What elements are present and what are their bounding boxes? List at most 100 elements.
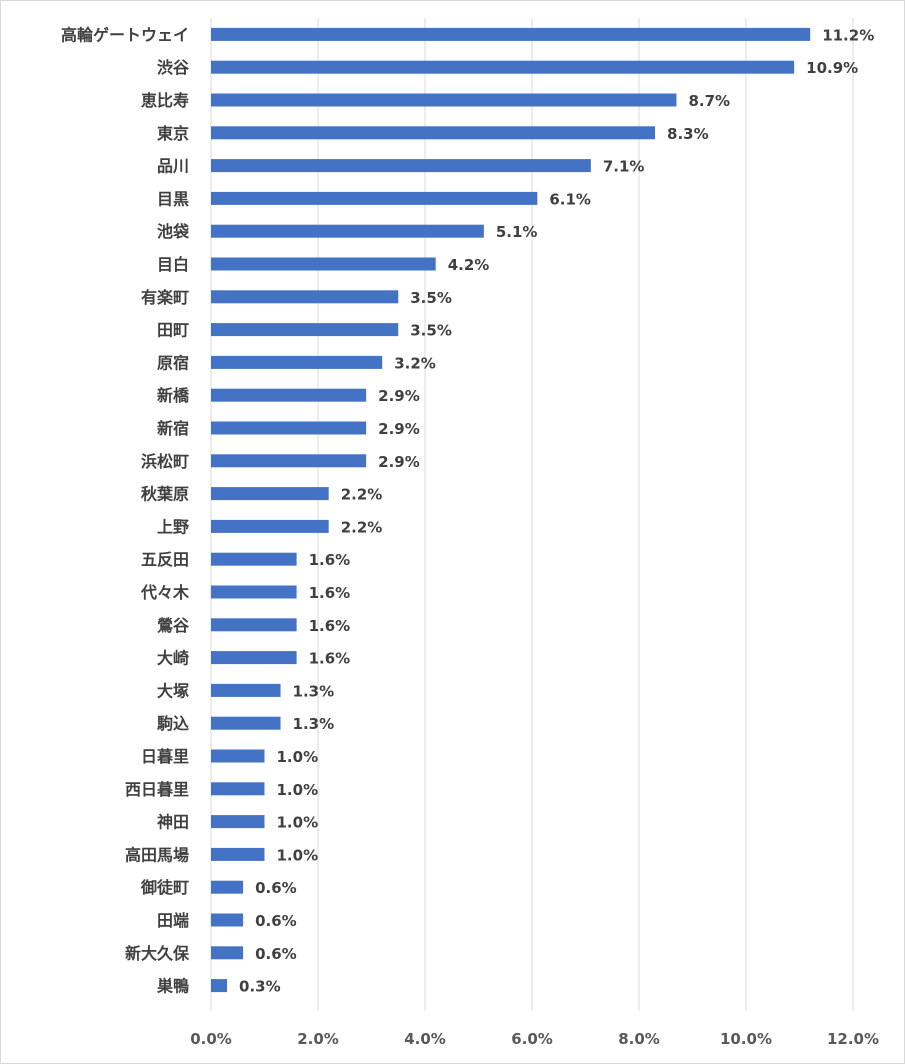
- data-label: 1.0%: [277, 814, 319, 832]
- data-label: 6.1%: [549, 190, 591, 208]
- data-label: 0.6%: [255, 879, 297, 897]
- x-tick-label: 2.0%: [297, 1030, 339, 1048]
- category-label: 西日暮里: [125, 780, 189, 799]
- category-label: 高輪ゲートウェイ: [61, 25, 189, 44]
- bar: [211, 880, 244, 894]
- data-label: 1.3%: [293, 682, 335, 700]
- category-label: 浜松町: [141, 452, 189, 471]
- bar: [211, 159, 591, 173]
- category-label: 代々木: [140, 583, 190, 602]
- bar: [211, 618, 297, 632]
- bar: [211, 913, 244, 927]
- category-label: 秋葉原: [141, 485, 189, 504]
- x-tick-label: 0.0%: [190, 1030, 232, 1048]
- category-label: 恵比寿: [141, 91, 189, 110]
- data-label: 11.2%: [822, 26, 874, 44]
- data-label: 8.7%: [688, 92, 730, 110]
- bar: [211, 60, 795, 74]
- data-label: 1.0%: [277, 781, 319, 799]
- bar: [211, 749, 265, 763]
- x-tick-label: 10.0%: [720, 1030, 772, 1048]
- data-label: 5.1%: [496, 223, 538, 241]
- bar: [211, 126, 656, 140]
- data-label: 0.6%: [255, 945, 297, 963]
- data-label: 1.0%: [277, 748, 319, 766]
- category-label: 原宿: [157, 353, 189, 372]
- data-label: 2.9%: [378, 453, 420, 471]
- data-label: 10.9%: [806, 59, 858, 77]
- x-tick-label: 8.0%: [618, 1030, 660, 1048]
- category-label: 目黒: [157, 189, 189, 208]
- category-label: 御徒町: [140, 878, 189, 897]
- data-label: 2.9%: [378, 420, 420, 438]
- data-label: 1.6%: [309, 617, 351, 635]
- bar: [211, 454, 367, 468]
- data-label: 0.6%: [255, 912, 297, 930]
- category-label: 東京: [157, 124, 189, 143]
- bar: [211, 946, 244, 960]
- bar: [211, 355, 383, 369]
- bar: [211, 716, 281, 730]
- bar: [211, 191, 538, 205]
- bar: [211, 421, 367, 435]
- data-label: 2.2%: [341, 518, 383, 536]
- data-label: 1.6%: [309, 584, 351, 602]
- category-label: 新橋: [157, 386, 190, 405]
- x-tick-label: 6.0%: [511, 1030, 553, 1048]
- data-label: 3.5%: [410, 289, 452, 307]
- data-label: 4.2%: [448, 256, 490, 274]
- data-label: 2.9%: [378, 387, 420, 405]
- bar: [211, 27, 811, 41]
- data-labels: 11.2% 10.9% 8.7% 8.3% 7.1% 6.1% 5.1% 4.2% 3.5% 3.…: [239, 26, 874, 995]
- data-label: 2.2%: [341, 486, 383, 504]
- bar: [211, 782, 265, 796]
- data-label: 0.3%: [239, 978, 281, 996]
- bar: [211, 487, 329, 501]
- bar: [211, 224, 484, 238]
- category-label: 神田: [157, 813, 189, 832]
- bar: [211, 585, 297, 599]
- category-label: 池袋: [157, 222, 190, 241]
- category-labels: 高輪ゲートウェイ渋谷恵比寿東京品川目黒池袋目白有楽町田町原宿新橋新宿浜松町秋葉原…: [61, 25, 190, 995]
- x-axis-tick-labels: 0.0% 2.0% 4.0% 6.0% 8.0% 10.0% 12.0%: [190, 1030, 879, 1048]
- bars: [211, 27, 811, 993]
- category-label: 新大久保: [125, 944, 190, 963]
- data-label: 3.5%: [410, 322, 452, 340]
- category-label: 巣鴨: [156, 977, 189, 996]
- category-label: 新宿: [157, 419, 189, 438]
- category-label: 五反田: [141, 550, 189, 569]
- bar: [211, 388, 367, 402]
- bar: [211, 651, 297, 665]
- category-label: 日暮里: [141, 747, 189, 766]
- bar: [211, 519, 329, 533]
- x-tick-label: 4.0%: [404, 1030, 446, 1048]
- data-label: 1.6%: [309, 650, 351, 668]
- category-label: 大塚: [157, 681, 189, 700]
- bar: [211, 323, 399, 337]
- x-tick-label: 12.0%: [827, 1030, 879, 1048]
- bar: [211, 290, 399, 304]
- data-label: 1.6%: [309, 551, 351, 569]
- data-label: 1.0%: [277, 846, 319, 864]
- data-label: 7.1%: [603, 158, 645, 176]
- data-label: 8.3%: [667, 125, 709, 143]
- category-label: 有楽町: [141, 288, 189, 307]
- category-label: 渋谷: [157, 58, 190, 77]
- category-label: 田端: [157, 911, 189, 930]
- bar: [211, 257, 436, 271]
- category-label: 高田馬場: [125, 845, 189, 864]
- category-label: 品川: [157, 157, 189, 176]
- category-label: 大崎: [157, 649, 189, 668]
- gridlines: [210, 18, 854, 1011]
- category-label: 上野: [157, 517, 189, 536]
- category-label: 鶯谷: [157, 616, 190, 635]
- bar: [211, 979, 228, 993]
- bar: [211, 683, 281, 697]
- bar: [211, 93, 677, 107]
- bar: [211, 847, 265, 861]
- category-label: 駒込: [157, 714, 189, 733]
- data-label: 3.2%: [394, 354, 436, 372]
- data-label: 1.3%: [293, 715, 335, 733]
